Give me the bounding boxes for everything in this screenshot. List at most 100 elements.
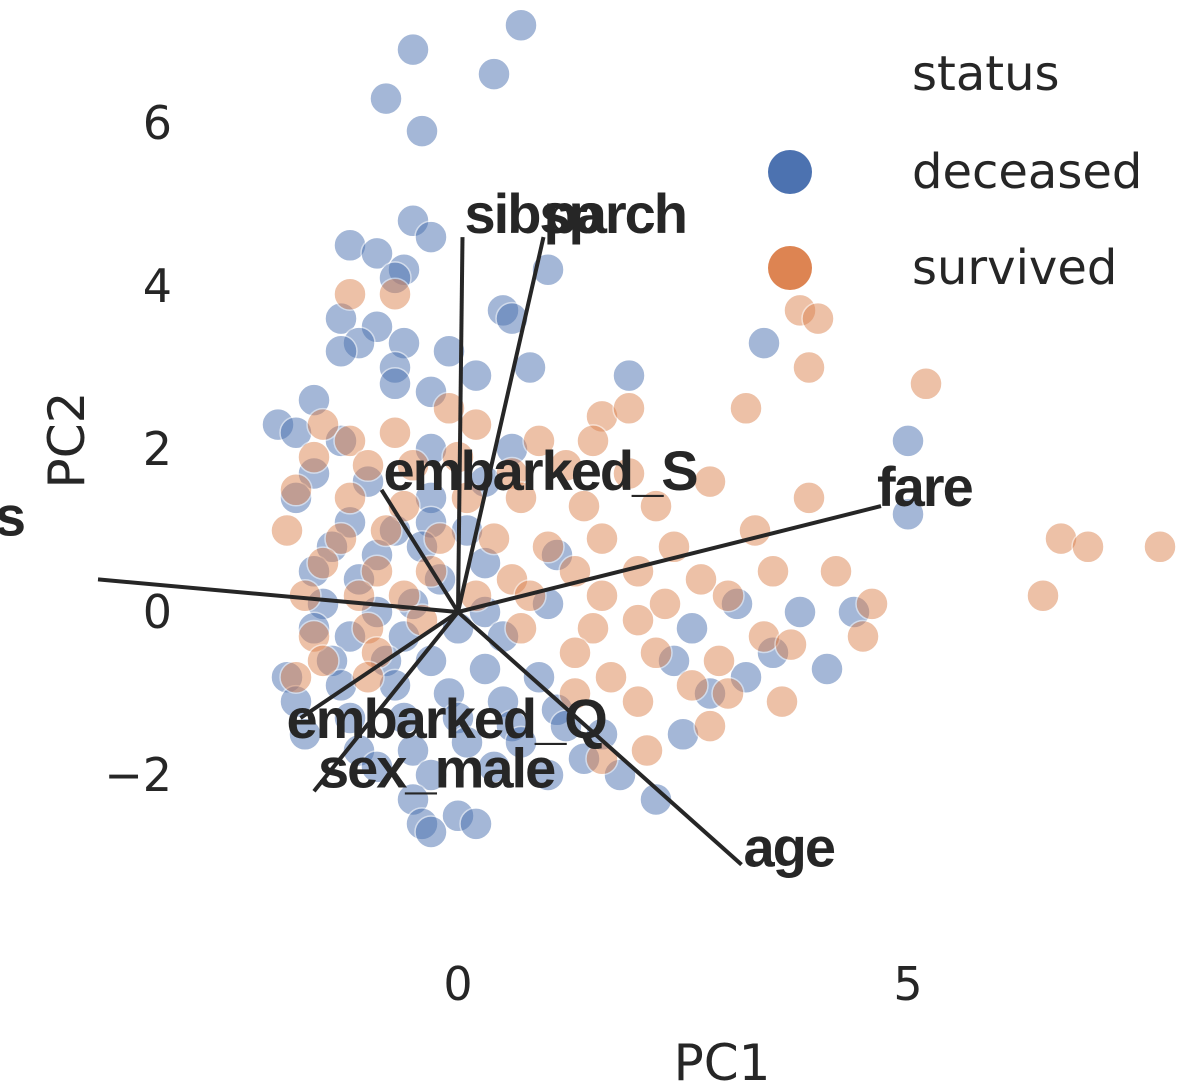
data-point-deceased xyxy=(396,733,430,768)
data-point-survived xyxy=(702,644,736,678)
data-point-deceased xyxy=(378,367,412,401)
data-point-deceased xyxy=(414,815,448,849)
data-point-deceased xyxy=(531,758,565,792)
data-point-survived xyxy=(477,521,511,556)
data-point-survived xyxy=(693,709,727,743)
data-point-deceased xyxy=(369,81,403,116)
loading-vector-age xyxy=(456,610,743,867)
x-tick-label: 0 xyxy=(443,957,472,1011)
data-point-deceased xyxy=(522,660,556,694)
loading-label-pclass: pclass xyxy=(0,484,24,547)
data-point-survived xyxy=(801,301,835,336)
data-point-survived xyxy=(306,644,340,678)
loading-label-age: age xyxy=(744,816,835,879)
data-point-survived xyxy=(621,603,655,637)
data-point-deceased xyxy=(387,701,421,735)
data-point-survived xyxy=(333,277,367,311)
data-point-survived xyxy=(333,481,367,515)
loadings-layer: sibspparchfareembarked_Spclassembarked_Q… xyxy=(0,182,975,879)
loading-vector-fare xyxy=(457,504,882,614)
data-point-survived xyxy=(711,676,745,711)
data-point-deceased xyxy=(513,350,547,385)
data-point-survived xyxy=(558,676,592,711)
data-point-survived xyxy=(909,367,943,401)
loading-vector-parch xyxy=(456,236,546,613)
data-point-survived xyxy=(504,611,538,646)
data-point-survived xyxy=(378,277,412,311)
data-point-deceased xyxy=(783,595,817,629)
data-point-survived xyxy=(324,521,358,556)
data-point-survived xyxy=(639,489,673,523)
data-point-survived xyxy=(585,578,619,613)
data-point-survived xyxy=(306,546,340,580)
data-point-survived xyxy=(1026,578,1060,613)
data-point-deceased xyxy=(531,252,565,287)
data-point-survived xyxy=(585,521,619,556)
y-tick-label: −2 xyxy=(104,748,172,802)
data-point-deceased xyxy=(450,725,484,760)
data-point-survived xyxy=(639,636,673,670)
data-point-survived xyxy=(630,733,664,768)
data-point-deceased xyxy=(288,717,322,752)
data-point-survived xyxy=(1143,530,1177,564)
data-point-deceased xyxy=(675,611,709,646)
data-point-deceased xyxy=(891,497,925,531)
data-point-deceased xyxy=(405,114,439,148)
data-point-survived xyxy=(684,562,718,597)
data-point-deceased xyxy=(414,758,448,792)
data-point-survived xyxy=(333,424,367,458)
data-point-survived xyxy=(342,578,376,613)
data-point-survived xyxy=(270,513,304,548)
data-point-deceased xyxy=(459,807,493,841)
data-point-survived xyxy=(459,407,493,442)
data-point-survived xyxy=(558,636,592,670)
data-point-survived xyxy=(549,448,583,483)
data-point-survived xyxy=(693,464,727,499)
data-point-survived xyxy=(675,668,709,703)
data-point-deceased xyxy=(504,8,538,42)
data-point-survived xyxy=(594,660,628,694)
data-point-survived xyxy=(612,456,646,491)
data-point-survived xyxy=(396,448,430,483)
data-point-survived xyxy=(621,684,655,719)
data-point-survived xyxy=(711,578,745,613)
y-tick-label: 2 xyxy=(143,422,172,476)
data-point-deceased xyxy=(432,334,466,368)
loading-vector-sibsp xyxy=(456,237,465,613)
loading-vector-pclass xyxy=(97,577,459,614)
y-axis-label: PC2 xyxy=(38,392,96,489)
data-point-survived xyxy=(792,481,826,515)
x-tick-label: 5 xyxy=(893,957,922,1011)
legend-title: status xyxy=(912,46,1060,102)
data-point-survived xyxy=(774,627,808,662)
y-tick-label: 6 xyxy=(143,96,172,150)
data-point-survived xyxy=(369,513,403,548)
data-point-survived xyxy=(378,415,412,450)
data-point-survived xyxy=(423,521,457,556)
data-point-survived xyxy=(567,489,601,523)
data-point-deceased xyxy=(612,358,646,393)
legend-marker-deceased xyxy=(768,150,812,194)
data-point-survived xyxy=(576,424,610,458)
data-point-survived xyxy=(819,554,853,589)
data-point-deceased xyxy=(396,32,430,67)
points-layer xyxy=(261,8,1177,849)
data-point-survived xyxy=(756,554,790,589)
data-point-deceased xyxy=(747,326,781,360)
loading-vector-embarked-Q xyxy=(299,610,460,720)
data-point-deceased xyxy=(324,334,358,368)
data-point-survived xyxy=(765,684,799,719)
data-point-deceased xyxy=(333,701,367,735)
loading-label-embarked-S: embarked_S xyxy=(384,439,698,502)
legend-marker-survived xyxy=(768,246,812,290)
data-point-deceased xyxy=(360,750,394,784)
loading-vector-sex-male xyxy=(312,610,460,793)
data-point-survived xyxy=(576,611,610,646)
data-point-survived xyxy=(432,391,466,426)
data-point-survived xyxy=(279,660,313,694)
data-point-survived xyxy=(297,440,331,474)
data-point-deceased xyxy=(810,652,844,686)
loading-label-sex-male: sex_male xyxy=(318,736,555,799)
data-point-deceased xyxy=(639,782,673,817)
